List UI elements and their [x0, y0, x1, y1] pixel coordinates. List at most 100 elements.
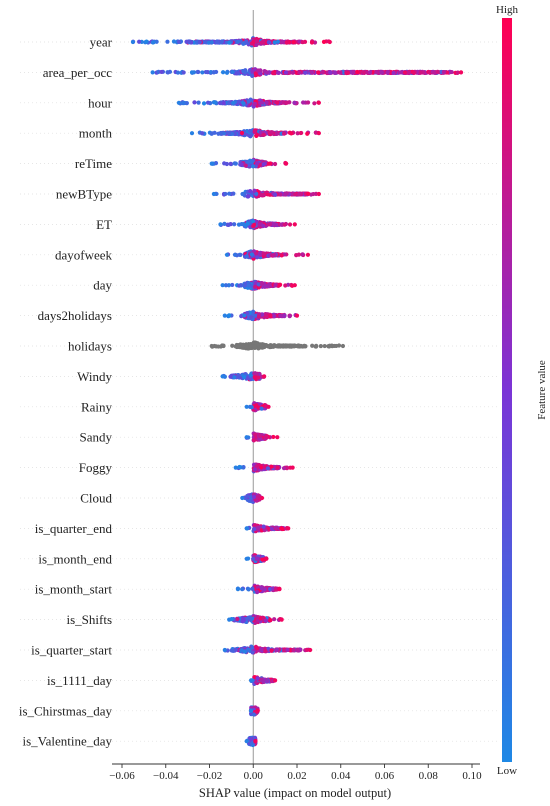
shap-point	[279, 253, 284, 258]
shap-point	[271, 434, 276, 440]
shap-point	[254, 191, 259, 196]
shap-point	[222, 313, 227, 318]
shap-point	[287, 222, 293, 227]
shap-point	[255, 676, 260, 681]
x-tick-label: 0.08	[419, 770, 439, 782]
shap-point	[355, 69, 360, 75]
shap-point	[277, 587, 282, 592]
shap-point	[250, 645, 255, 650]
shap-point	[196, 100, 201, 105]
shap-point	[200, 70, 205, 75]
shap-point	[252, 188, 257, 193]
shap-point	[241, 101, 246, 106]
shap-point	[250, 586, 255, 591]
shap-point	[435, 69, 440, 75]
shap-point	[227, 191, 232, 196]
shap-point	[258, 615, 263, 621]
shap-point	[209, 40, 214, 45]
shap-point	[265, 466, 271, 471]
shap-point	[288, 343, 294, 348]
shap-point	[411, 70, 416, 76]
shap-point	[150, 70, 155, 75]
shap-point	[287, 314, 292, 319]
shap-point	[250, 73, 255, 78]
shap-point	[402, 70, 408, 75]
shap-point	[144, 39, 149, 44]
feature-label: month	[79, 126, 113, 141]
shap-point	[295, 131, 300, 136]
shap-point	[253, 739, 258, 744]
shap-point	[283, 192, 288, 197]
shap-point	[235, 39, 240, 44]
shap-point	[297, 192, 302, 197]
shap-point	[189, 70, 195, 75]
shap-point	[441, 70, 447, 75]
shap-point	[220, 343, 225, 348]
shap-point	[259, 495, 265, 501]
shap-point	[282, 648, 287, 653]
shap-points	[130, 36, 464, 748]
shap-point	[455, 70, 460, 75]
shap-point	[267, 313, 273, 318]
shap-point	[236, 99, 242, 104]
x-tick-label: 0.06	[375, 770, 395, 782]
shap-point	[230, 282, 235, 288]
shap-point	[316, 70, 321, 75]
shap-point	[244, 404, 249, 409]
shap-point	[272, 314, 277, 319]
shap-point	[258, 71, 263, 76]
shap-point	[273, 586, 279, 591]
shap-point	[256, 375, 261, 380]
x-axis: −0.06 −0.04 −0.02 0.00 0.02 0.04 0.06 0.08 0.10	[109, 763, 482, 782]
shap-point	[300, 252, 305, 257]
shap-point	[224, 70, 230, 75]
shap-point	[232, 222, 237, 227]
shap-point	[300, 40, 305, 45]
shap-point	[279, 39, 285, 44]
feature-label: Rainy	[81, 399, 113, 414]
shap-point	[254, 39, 259, 44]
shap-point	[212, 130, 217, 135]
shap-point	[265, 678, 270, 684]
shap-point	[250, 219, 256, 224]
shap-point	[272, 617, 277, 622]
feature-label: dayofweek	[55, 247, 113, 262]
shap-point	[213, 161, 219, 166]
shap-point	[261, 162, 266, 167]
shap-point	[259, 281, 264, 286]
shap-point	[297, 70, 302, 75]
shap-point	[257, 222, 262, 227]
shap-point	[374, 70, 379, 75]
shap-point	[244, 739, 249, 744]
shap-point	[252, 374, 258, 379]
shap-point	[257, 433, 262, 439]
shap-point	[184, 39, 189, 44]
shap-point	[151, 40, 156, 45]
shap-point	[305, 252, 311, 257]
shap-point	[241, 41, 246, 46]
shap-point	[255, 68, 261, 73]
shap-point	[230, 69, 235, 75]
shap-point	[252, 101, 257, 106]
shap-point	[159, 69, 164, 75]
shap-point	[197, 40, 202, 45]
shap-point	[427, 70, 432, 75]
shap-point	[283, 283, 288, 288]
shap-point	[309, 40, 315, 45]
feature-label: is_Valentine_day	[22, 734, 112, 749]
shap-point	[251, 494, 257, 500]
shap-point	[327, 39, 332, 45]
shap-point	[252, 284, 258, 289]
shap-point	[245, 311, 250, 316]
shap-point	[228, 161, 233, 166]
shap-point	[275, 435, 280, 440]
feature-label: is_month_end	[38, 551, 112, 566]
shap-point	[269, 130, 274, 135]
shap-point	[280, 526, 285, 532]
feature-label: reTime	[75, 156, 112, 171]
shap-point	[298, 130, 303, 136]
feature-label: is_1111_day	[47, 673, 112, 688]
shap-point	[279, 222, 284, 227]
shap-point	[235, 344, 240, 349]
shap-point	[232, 252, 238, 257]
